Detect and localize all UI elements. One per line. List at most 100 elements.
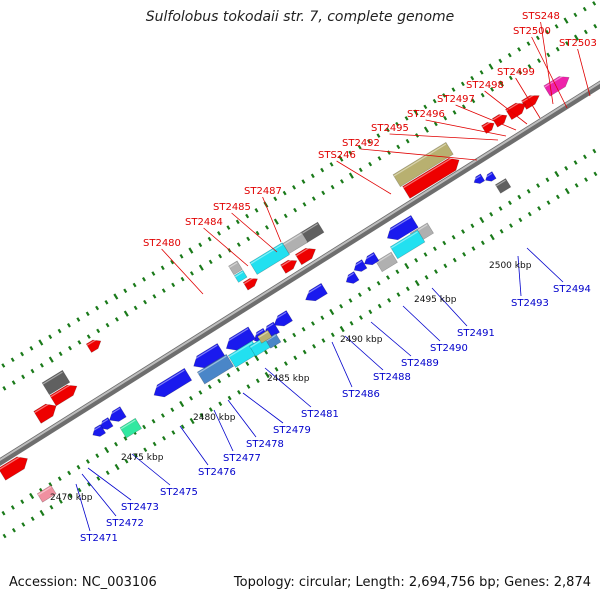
gene-feature[interactable]	[98, 417, 114, 433]
gene-feature[interactable]	[543, 72, 572, 97]
forward-gene-label[interactable]: ST2485	[213, 202, 251, 213]
tick-dot	[376, 280, 381, 286]
reverse-gene-label[interactable]: ST2481	[301, 409, 339, 420]
gene-feature[interactable]	[196, 353, 235, 385]
tick-dot	[246, 236, 251, 242]
gene-feature[interactable]	[472, 173, 486, 186]
reverse-gene-label[interactable]: ST2473	[121, 502, 159, 513]
tick-dot	[29, 346, 34, 351]
tick-dot	[404, 262, 410, 270]
gene-feature[interactable]	[494, 178, 512, 194]
gene-shape	[389, 229, 426, 260]
forward-gene-label[interactable]: ST2498	[466, 80, 504, 91]
forward-gene-label[interactable]: ST2497	[437, 94, 475, 105]
gene-feature[interactable]	[271, 310, 293, 331]
gene-feature[interactable]	[41, 369, 71, 396]
tick-dot	[357, 292, 362, 298]
gene-feature[interactable]	[33, 400, 60, 424]
tick-dot	[292, 332, 297, 338]
gene-feature[interactable]	[242, 275, 260, 291]
gene-feature[interactable]	[49, 381, 80, 407]
tick-dot	[367, 286, 372, 292]
tick-dot	[537, 206, 542, 211]
gene-feature[interactable]	[362, 251, 380, 268]
reverse-gene-label[interactable]: ST2491	[457, 328, 495, 339]
gene-gloss	[90, 425, 101, 433]
gene-feature[interactable]	[106, 406, 127, 426]
gene-feature[interactable]	[294, 244, 318, 266]
tick-dot	[517, 194, 522, 200]
tick-dot	[545, 177, 550, 183]
gene-feature[interactable]	[375, 251, 398, 273]
forward-gene-label[interactable]: ST2484	[185, 217, 223, 228]
gene-feature[interactable]	[384, 214, 419, 244]
reverse-gene-label[interactable]: ST2476	[198, 467, 236, 478]
reverse-gene-label[interactable]: ST2478	[246, 439, 284, 450]
reverse-gene-label[interactable]: ST2494	[553, 284, 591, 295]
reverse-gene-label[interactable]: ST2471	[80, 533, 118, 544]
gene-feature[interactable]	[392, 141, 454, 188]
gene-feature[interactable]	[352, 259, 368, 275]
gene-feature[interactable]	[280, 256, 300, 274]
reverse-gene-label[interactable]: ST2488	[373, 372, 411, 383]
gene-feature[interactable]	[491, 111, 509, 128]
tick-dot	[583, 29, 588, 35]
gene-gloss	[265, 334, 276, 342]
gene-feature[interactable]	[0, 453, 31, 481]
tick-dot	[255, 230, 260, 236]
reverse-gene-label[interactable]: ST2493	[511, 298, 549, 309]
reverse-gene-label[interactable]: ST2477	[223, 453, 261, 464]
gene-shape	[353, 259, 368, 272]
gene-shape	[543, 76, 570, 97]
tick-dot	[114, 463, 120, 471]
gene-feature[interactable]	[190, 343, 226, 372]
gene-feature[interactable]	[228, 260, 243, 276]
tick-dot	[293, 355, 298, 361]
forward-gene-label[interactable]: STS246	[318, 150, 356, 161]
gene-feature[interactable]	[402, 154, 463, 199]
tick-dot	[471, 98, 476, 104]
gene-feature[interactable]	[36, 484, 57, 503]
gene-feature[interactable]	[344, 271, 360, 286]
forward-gene-label[interactable]: ST2503	[559, 38, 597, 49]
tick-dot	[86, 334, 91, 339]
reverse-gene-label[interactable]: ST2486	[342, 389, 380, 400]
gene-feature[interactable]	[257, 329, 273, 344]
reverse-gene-label[interactable]: ST2490	[430, 343, 468, 354]
tick-dot	[565, 41, 570, 46]
gene-feature[interactable]	[233, 269, 248, 283]
reverse-gene-label[interactable]: ST2489	[401, 358, 439, 369]
forward-gene-label[interactable]: ST2480	[143, 238, 181, 249]
reverse-gene-label[interactable]: ST2472	[106, 518, 144, 529]
gene-feature[interactable]	[389, 229, 426, 260]
forward-gene-label[interactable]: ST2487	[244, 186, 282, 197]
gene-feature[interactable]	[150, 367, 193, 401]
forward-gene-label[interactable]: ST2499	[497, 67, 535, 78]
forward-leader-line	[577, 48, 591, 97]
gene-feature[interactable]	[302, 282, 328, 305]
reverse-gene-label[interactable]: ST2475	[160, 487, 198, 498]
gene-feature[interactable]	[249, 242, 290, 275]
forward-gene-label[interactable]: ST2495	[371, 123, 409, 134]
tick-dot	[170, 407, 175, 413]
gene-feature[interactable]	[85, 337, 103, 353]
forward-gene-label[interactable]: STS248	[522, 11, 560, 22]
gene-feature[interactable]	[483, 171, 497, 184]
labels-layer: 2470 kbp 2475 kbp 2480 kbp 2485 kbp 2490 kbp…	[50, 11, 597, 544]
forward-gene-label[interactable]: ST2496	[407, 109, 445, 120]
gene-shape	[193, 343, 226, 369]
forward-gene-label[interactable]: ST2500	[513, 26, 551, 37]
gene-features-layer	[0, 72, 572, 503]
forward-gene-label[interactable]: ST2492	[342, 138, 380, 149]
tick-dot	[498, 206, 503, 211]
gene-shape	[36, 484, 57, 503]
gene-feature[interactable]	[265, 333, 282, 349]
gene-feature[interactable]	[119, 417, 143, 439]
reverse-gene-label[interactable]: ST2479	[273, 425, 311, 436]
tick-dot	[151, 271, 156, 276]
gene-feature[interactable]	[90, 424, 107, 439]
tick-dot	[526, 189, 531, 194]
gene-feature[interactable]	[505, 99, 528, 121]
tick-dot	[329, 162, 334, 167]
tick-dot	[141, 277, 146, 282]
